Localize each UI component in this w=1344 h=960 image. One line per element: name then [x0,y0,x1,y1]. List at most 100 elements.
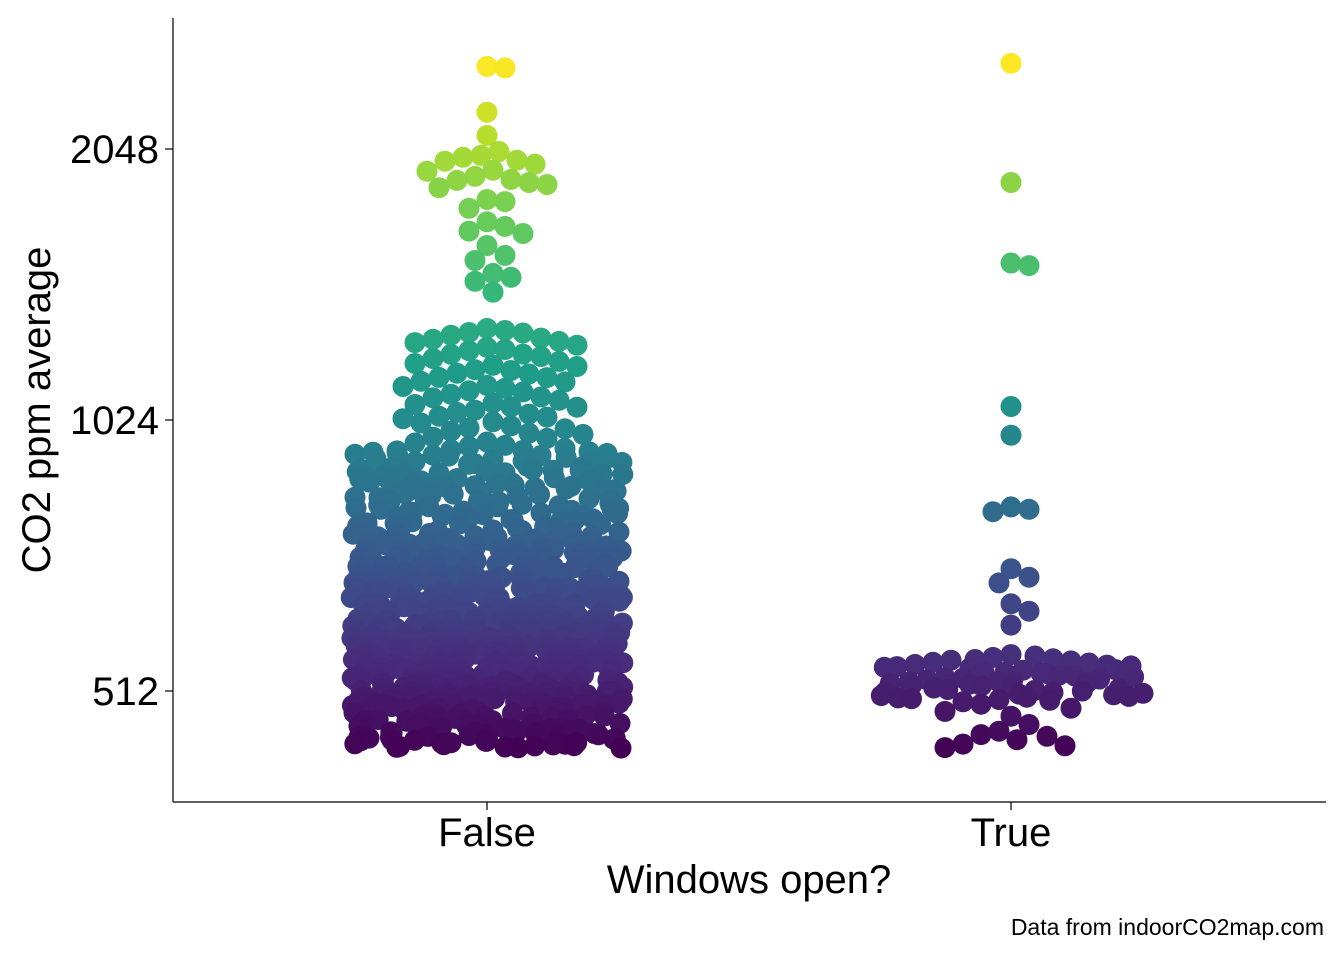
data-point-false-164 [529,484,551,506]
data-point-false-59 [410,370,432,392]
data-point-false-18 [476,189,498,210]
data-point-true-28 [873,656,895,678]
data-point-true-75 [1000,705,1022,727]
data-point-false-41 [566,334,588,356]
data-point-true-52 [971,675,993,697]
data-point-false-4 [488,141,510,162]
data-point-false-221 [608,521,630,543]
data-point-false-145 [358,471,380,493]
data-point-false-105 [438,445,460,467]
data-point-false-21 [476,211,498,233]
data-point-false-81 [410,412,432,434]
data-point-true-63 [1103,684,1125,706]
data-point-true-56 [937,679,959,700]
data-point-false-898 [507,737,529,759]
data-point-false-37 [530,327,552,349]
data-point-false-133 [612,463,634,485]
data-point-false-83 [458,417,480,439]
y-tick-label-2048: 2048 [70,128,159,172]
data-point-true-16 [1024,645,1046,667]
data-point-false-24 [512,223,534,244]
data-point-true-2 [1000,252,1022,274]
data-point-true-78 [970,724,992,746]
data-point-false-828 [593,705,615,727]
data-point-false-8 [434,150,456,172]
data-point-false-20 [458,197,480,219]
data-point-false-93 [458,436,480,457]
data-point-false-892 [542,734,564,756]
data-point-false-5 [470,144,492,166]
data-point-false-74 [464,399,486,421]
data-point-false-0 [476,55,498,77]
y-tick-label-512: 512 [92,670,159,714]
data-point-false-14 [446,169,468,191]
data-point-true-10 [1018,566,1040,588]
data-point-false-70 [482,392,504,414]
data-point-false-89 [536,427,558,449]
data-point-false-80 [482,411,504,433]
data-point-false-86 [518,422,540,444]
data-point-false-92 [494,434,516,456]
data-point-true-72 [970,693,992,715]
data-point-false-67 [530,386,552,408]
data-point-false-889 [344,733,366,755]
data-point-false-75 [446,401,468,423]
y-axis-ticks: 512 1024 2048 [70,128,173,714]
data-point-false-85 [440,420,462,442]
data-point-false-3 [476,125,498,146]
chart-caption: Data from indoorCO2map.com [1011,914,1324,940]
data-point-true-68 [901,688,922,710]
data-point-false-19 [494,191,516,213]
data-point-true-79 [1036,725,1058,747]
data-point-false-82 [500,415,522,437]
data-point-true-38 [1048,664,1070,686]
data-point-false-49 [548,350,570,372]
data-point-false-58 [536,367,558,389]
data-point-false-891 [433,734,455,756]
data-point-false-22 [494,215,516,237]
data-point-true-65 [1118,685,1140,707]
data-point-false-47 [530,346,552,367]
data-point-false-57 [428,366,450,388]
data-point-false-48 [422,348,444,369]
data-point-false-91 [404,432,426,454]
data-point-false-193 [607,502,629,524]
data-point-false-26 [494,244,516,266]
data-point-false-170 [578,488,600,510]
data-point-false-88 [422,426,444,448]
data-point-false-54 [500,360,522,381]
data-point-false-30 [464,270,486,292]
data-point-false-23 [458,220,480,242]
data-point-false-163 [442,483,464,505]
data-point-false-46 [440,343,462,365]
data-point-true-9 [1000,558,1022,580]
data-point-false-117 [458,453,479,475]
data-point-false-63 [494,377,516,399]
data-point-false-40 [404,332,426,354]
data-point-true-15 [1000,644,1022,666]
data-point-true-24 [904,653,926,675]
data-point-true-73 [1060,697,1082,719]
data-point-true-4 [1000,396,1022,417]
data-point-true-83 [934,737,956,759]
data-point-true-22 [922,651,944,673]
data-point-true-5 [1000,424,1022,446]
data-point-false-186 [370,498,392,520]
data-point-false-899 [610,737,632,759]
data-point-false-6 [452,146,474,168]
data-point-false-7 [506,149,528,171]
data-point-true-82 [1054,735,1076,757]
data-point-false-103 [422,444,444,466]
data-point-false-155 [555,478,577,500]
data-point-false-32 [476,317,498,339]
data-point-false-884 [475,730,497,752]
data-point-false-17 [428,177,450,199]
data-point-false-50 [404,353,426,374]
data-point-false-12 [464,165,486,187]
data-point-false-79 [392,408,414,430]
data-point-false-108 [365,448,387,469]
data-point-false-871 [458,725,480,746]
data-point-true-11 [988,572,1010,594]
data-point-false-77 [428,405,450,427]
data-point-false-35 [512,322,534,344]
